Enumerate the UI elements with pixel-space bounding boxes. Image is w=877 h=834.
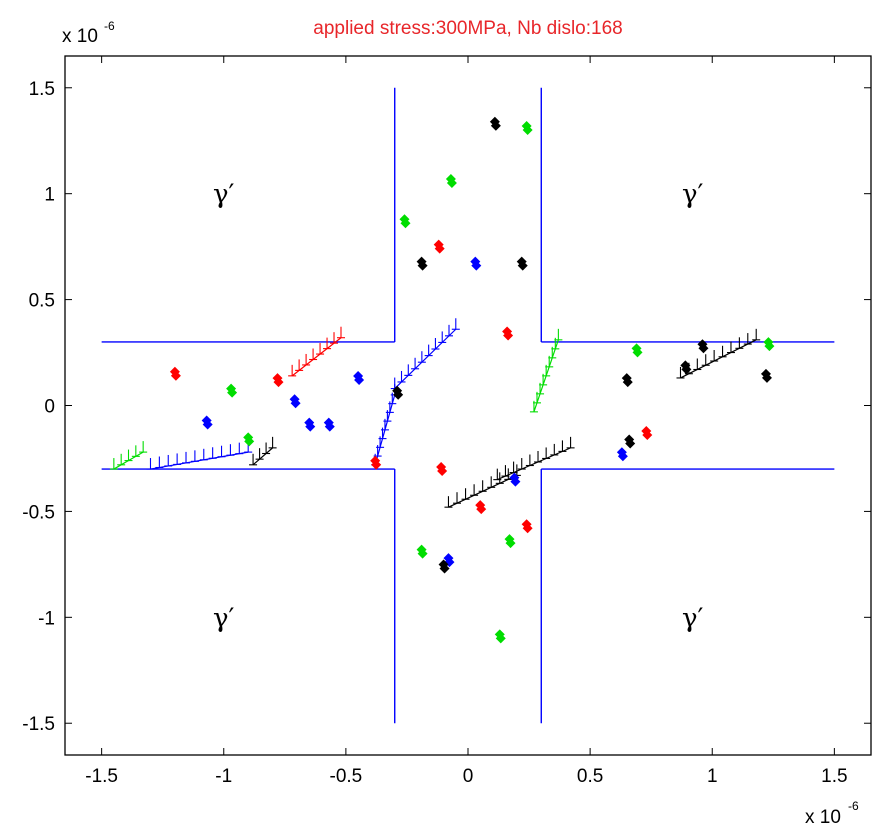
y-exponent-label: x 10 -6: [62, 19, 115, 47]
y-tick-label: 1.5: [29, 79, 55, 100]
svg-text:x 10: x 10: [805, 807, 841, 828]
y-tick-label: 1: [44, 185, 55, 206]
x-exponent-label: x 10 -6: [805, 799, 859, 828]
dislocation-marker-pair: [471, 260, 482, 271]
dislocation-marker-pair: [434, 243, 445, 254]
x-axis: -1.5 -1 -0.5 0 0.5 1 1.5: [85, 56, 848, 787]
dislocation-marker-pair: [439, 563, 450, 574]
svg-text:-6: -6: [104, 19, 115, 33]
pileup-line: [680, 339, 757, 379]
chart-title: applied stress:300MPa, Nb dislo:168: [313, 18, 622, 39]
dislocation-marker-pair: [505, 538, 516, 549]
dislocation-marker-pair: [170, 370, 181, 381]
gamma-prime-label: γ′: [213, 603, 235, 633]
dislocation-marker-pair: [446, 177, 457, 188]
gamma-prime-label: γ′: [682, 603, 704, 633]
dislocation-marker-pair: [622, 377, 633, 388]
phase-annotations: γ′ γ′ γ′ γ′: [213, 180, 703, 634]
dislocation-marker-pair: [371, 459, 382, 470]
dislocation-marker-pair: [324, 421, 335, 432]
dislocation-marker-pair: [305, 421, 316, 432]
dislocation-marker-pair: [522, 523, 533, 534]
dislocation-marker-pair: [244, 436, 255, 447]
pileup-line: [394, 328, 457, 389]
x-tick-label: -1: [215, 766, 232, 787]
x-tick-label: 1.5: [821, 766, 847, 787]
dislocation-marker-pair: [617, 451, 628, 462]
y-tick-label: -1: [38, 608, 55, 629]
dislocation-marker-pair: [503, 330, 514, 341]
dislocation-marker-pair: [632, 347, 643, 358]
plot-area-frame: [64, 55, 872, 756]
dislocation-marker-pair: [625, 438, 636, 449]
dislocation-marker-pair: [642, 430, 653, 441]
gamma-channel-boundaries: [101, 87, 835, 724]
dislocation-marker-pair: [437, 466, 448, 477]
dislocation-marker-pair: [698, 343, 709, 354]
dislocation-marker-pair: [764, 341, 775, 352]
dislocation-marker-pair: [495, 633, 506, 644]
x-tick-label: -1.5: [85, 766, 118, 787]
gamma-prime-label: γ′: [682, 180, 704, 210]
dislocation-pileups: [109, 318, 761, 508]
x-tick-label: 1: [707, 766, 718, 787]
dislocation-marker-pair: [227, 387, 238, 398]
pileup-line: [497, 447, 571, 481]
svg-text:-6: -6: [848, 799, 859, 813]
x-tick-label: 0.5: [577, 766, 603, 787]
dislocation-marker-pair: [681, 364, 692, 375]
dislocation-markers: [169, 116, 775, 644]
dislocation-marker-pair: [490, 120, 501, 131]
gamma-prime-label: γ′: [213, 180, 235, 210]
pileup-line: [291, 337, 342, 377]
y-tick-label: 0.5: [29, 291, 55, 312]
dislocation-marker-pair: [393, 389, 404, 400]
dislocation-marker-pair: [290, 398, 301, 409]
dislocation-marker-pair: [510, 476, 521, 487]
dislocation-marker-pair: [761, 372, 772, 383]
dislocation-marker-pair: [417, 260, 428, 271]
svg-text:x 10: x 10: [62, 26, 98, 47]
dislocation-marker-pair: [522, 125, 533, 136]
dislocation-marker-pair: [400, 218, 411, 229]
y-tick-label: -1.5: [22, 714, 55, 735]
y-tick-label: 0: [44, 397, 55, 418]
dislocation-marker-pair: [202, 419, 213, 430]
dislocation-marker-pair: [476, 504, 487, 515]
dislocation-marker-pair: [273, 377, 284, 388]
pileup-line: [252, 447, 273, 466]
y-axis: -1.5 -1 -0.5 0 0.5 1 1.5: [22, 79, 871, 735]
dislocation-marker-pair: [417, 548, 428, 559]
x-tick-label: 0: [463, 766, 474, 787]
dislocation-marker-pair: [354, 374, 365, 385]
x-tick-label: -0.5: [330, 766, 363, 787]
y-tick-label: -0.5: [22, 502, 55, 523]
dislocation-marker-pair: [517, 260, 528, 271]
